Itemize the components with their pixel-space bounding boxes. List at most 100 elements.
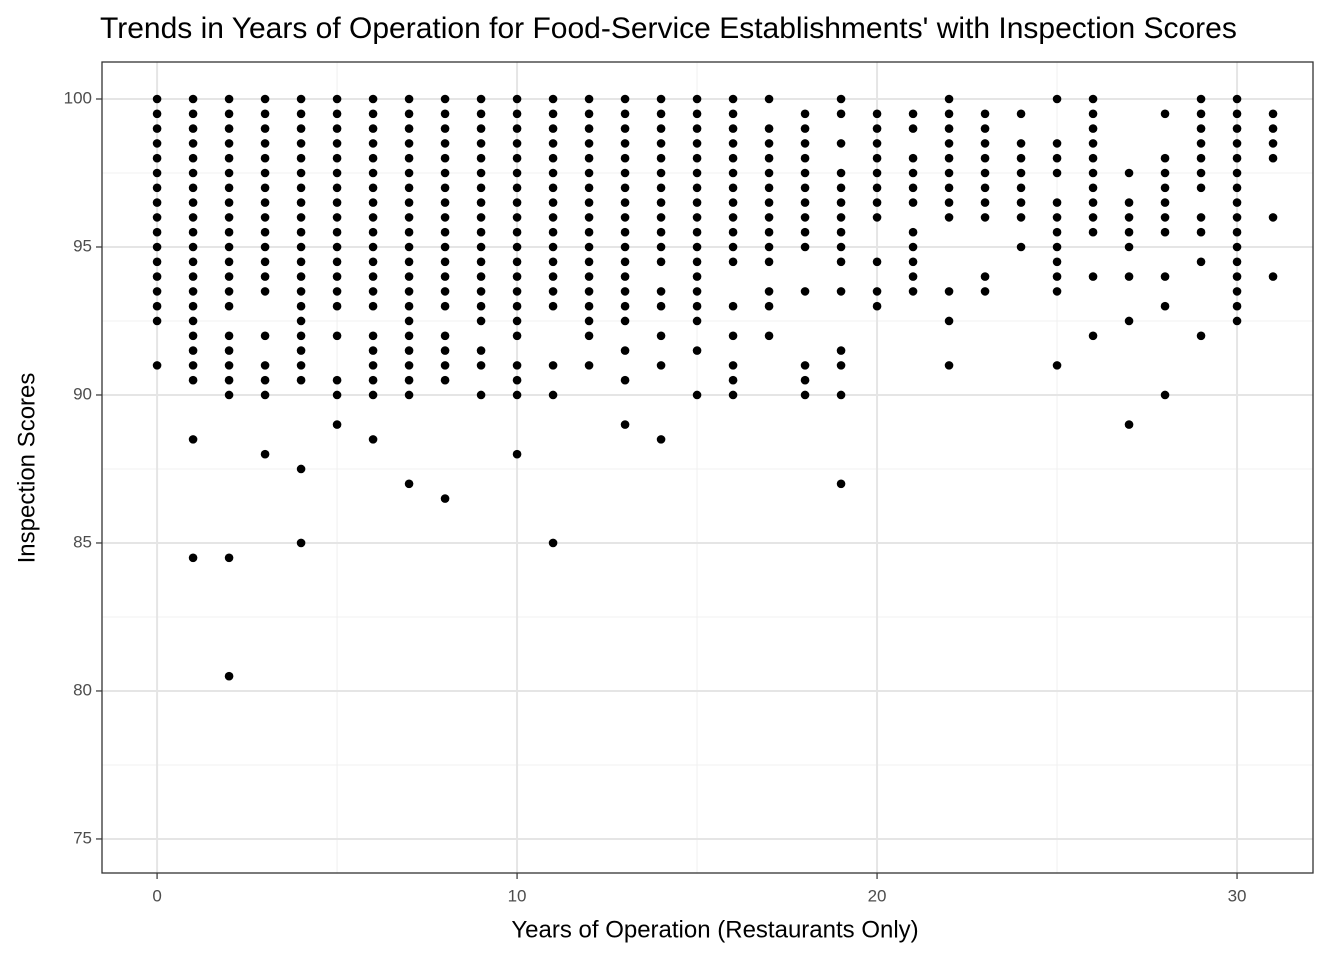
point [728, 124, 738, 133]
point [296, 301, 306, 311]
point [332, 420, 342, 429]
x-tick-label: 10 [508, 886, 527, 905]
point [152, 183, 162, 193]
point [620, 198, 630, 207]
point [836, 213, 846, 222]
point [440, 375, 450, 385]
point [548, 198, 558, 207]
point [584, 213, 594, 222]
point [620, 183, 630, 193]
point [908, 257, 918, 267]
point [1232, 213, 1242, 222]
point [296, 227, 306, 237]
point [260, 139, 270, 148]
point [1232, 198, 1242, 207]
point [764, 168, 774, 178]
point [908, 227, 918, 237]
point [512, 153, 522, 163]
y-axis-title: Inspection Scores [13, 373, 40, 564]
point [440, 198, 450, 207]
point [404, 153, 414, 163]
point [224, 153, 234, 163]
point [548, 272, 558, 281]
point [368, 375, 378, 385]
point [836, 390, 846, 400]
point [1052, 287, 1062, 296]
point [224, 361, 234, 370]
point [692, 287, 702, 296]
point [224, 257, 234, 267]
point [548, 257, 558, 267]
point [872, 183, 882, 193]
point [296, 124, 306, 133]
point [224, 272, 234, 281]
point [1088, 198, 1098, 207]
point [260, 361, 270, 370]
point [800, 227, 810, 237]
point [656, 153, 666, 163]
point [548, 227, 558, 237]
point [260, 183, 270, 193]
point [1232, 227, 1242, 237]
point [1124, 227, 1134, 237]
point [764, 139, 774, 148]
point [980, 213, 990, 222]
point [620, 346, 630, 355]
point [1088, 168, 1098, 178]
point [188, 242, 198, 252]
point [188, 287, 198, 296]
point [548, 168, 558, 178]
point [1268, 109, 1278, 119]
point [224, 213, 234, 222]
point [368, 257, 378, 267]
point [440, 494, 450, 503]
point [152, 227, 162, 237]
point [152, 272, 162, 281]
point [512, 449, 522, 459]
point [512, 198, 522, 207]
point [980, 272, 990, 281]
point [260, 94, 270, 104]
point [728, 168, 738, 178]
point [188, 139, 198, 148]
point [368, 390, 378, 400]
point [872, 213, 882, 222]
point [404, 479, 414, 489]
point [440, 301, 450, 311]
point [656, 242, 666, 252]
point [1160, 213, 1170, 222]
point [836, 287, 846, 296]
point [332, 390, 342, 400]
point [404, 375, 414, 385]
point [440, 213, 450, 222]
point [548, 213, 558, 222]
point [944, 94, 954, 104]
point [980, 153, 990, 163]
point [728, 139, 738, 148]
point [980, 183, 990, 193]
point [440, 287, 450, 296]
point [1196, 124, 1206, 133]
point [404, 257, 414, 267]
point [260, 272, 270, 281]
point [152, 301, 162, 311]
point [980, 198, 990, 207]
point [404, 168, 414, 178]
point [1016, 109, 1026, 119]
point [728, 109, 738, 119]
point [764, 227, 774, 237]
point [512, 227, 522, 237]
point [1052, 213, 1062, 222]
point [224, 553, 234, 563]
point [296, 375, 306, 385]
point [692, 168, 702, 178]
point [1232, 316, 1242, 326]
point [224, 124, 234, 133]
chart-title: Trends in Years of Operation for Food-Se… [100, 12, 1237, 45]
point [512, 242, 522, 252]
point [440, 242, 450, 252]
point [728, 153, 738, 163]
point [548, 301, 558, 311]
point [1268, 272, 1278, 281]
